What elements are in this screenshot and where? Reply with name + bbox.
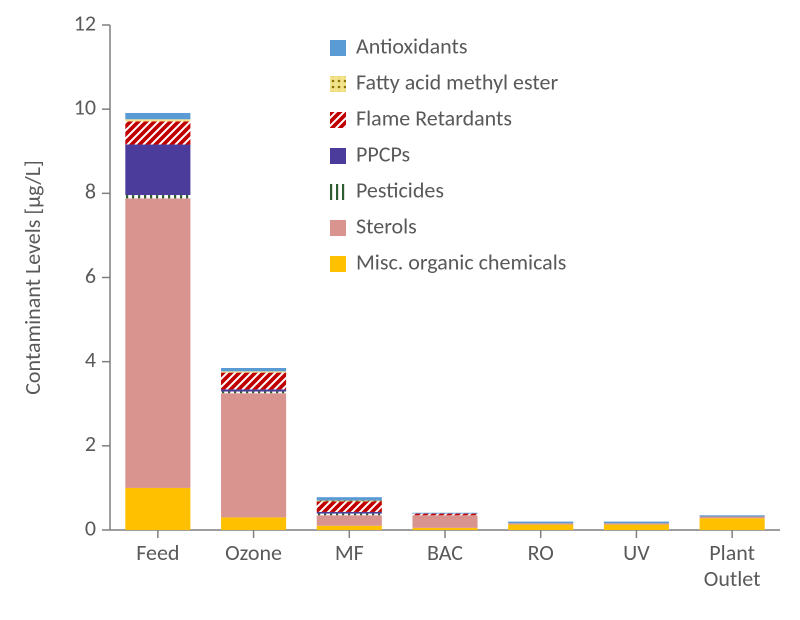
- legend-swatch-sterols: [330, 220, 346, 236]
- legend-label-misc: Misc. organic chemicals: [356, 249, 566, 276]
- x-tick-label: Outlet: [704, 565, 761, 592]
- y-tick-label: 10: [74, 93, 96, 120]
- bar-segment-flame: [125, 121, 190, 144]
- bar-segment-pesticides: [125, 195, 190, 198]
- legend-label-antiox: Antioxidants: [356, 33, 468, 60]
- x-tick-label: BAC: [427, 539, 463, 566]
- bar-segment-fatty: [317, 501, 382, 502]
- bar-segment-pesticides: [317, 514, 382, 516]
- bar-segment-antiox: [604, 522, 669, 524]
- bar-segment-misc: [508, 525, 573, 530]
- bar-segment-misc: [221, 517, 286, 530]
- chart-svg: 0 2 4 6 8 10 12 Contaminant Levels [µg/L] Feed Oz…: [0, 0, 800, 620]
- bar-segment-antiox: [508, 522, 573, 524]
- legend-label-ppcps: PPCPs: [356, 141, 410, 168]
- y-tick-label: 4: [85, 346, 96, 373]
- y-tick-label: 0: [85, 514, 96, 541]
- legend-swatch-fatty: [330, 76, 346, 92]
- legend-label-sterols: Sterols: [356, 213, 417, 240]
- bar-segment-misc: [125, 488, 190, 530]
- x-tick-label: Plant: [709, 539, 755, 566]
- bar-segment-pesticides: [221, 392, 286, 394]
- bar-segment-flame: [412, 514, 477, 516]
- legend-label-fatty: Fatty acid methyl ester: [356, 69, 558, 96]
- legend-swatch-misc: [330, 256, 346, 272]
- legend-swatch-ppcps: [330, 148, 346, 164]
- legend-label-pesticides: Pesticides: [356, 177, 444, 204]
- x-tick-label: Feed: [136, 539, 179, 566]
- bar-segment-fatty: [125, 119, 190, 121]
- y-tick-label: 12: [74, 9, 96, 36]
- bar-segment-ppcps: [125, 145, 190, 196]
- bar-segment-flame: [221, 373, 286, 390]
- bar-segment-antiox: [221, 368, 286, 371]
- bar-segment-fatty: [221, 371, 286, 372]
- legend-swatch-pesticides: [330, 184, 346, 200]
- bar-segment-misc: [317, 526, 382, 530]
- x-tick-label: MF: [335, 539, 364, 566]
- bar-segment-sterols: [604, 523, 669, 524]
- bar-segment-misc: [412, 528, 477, 530]
- bar-segment-sterols: [125, 198, 190, 488]
- x-tick-label: RO: [528, 539, 554, 566]
- y-axis-title: Contaminant Levels [µg/L]: [19, 160, 46, 395]
- legend-label-flame: Flame Retardants: [356, 105, 512, 132]
- legend-swatch-antiox: [330, 40, 346, 56]
- bar-segment-sterols: [221, 393, 286, 517]
- x-tick-label: UV: [623, 539, 650, 566]
- bar-segment-antiox: [700, 515, 765, 516]
- bar-segment-misc: [604, 525, 669, 530]
- bar-segment-antiox: [125, 113, 190, 119]
- bar-segment-ppcps: [221, 389, 286, 391]
- legend-swatch-flame: [330, 112, 346, 128]
- y-tick-label: 2: [85, 430, 96, 457]
- bar-segment-misc: [700, 518, 765, 530]
- bar-segment-sterols: [317, 515, 382, 526]
- bar-segment-ppcps: [317, 512, 382, 514]
- bar-segment-flame: [317, 501, 382, 512]
- x-tick-label: Ozone: [225, 539, 282, 566]
- contaminant-levels-chart: 0 2 4 6 8 10 12 Contaminant Levels [µg/L] Feed Oz…: [0, 0, 800, 620]
- y-tick-label: 6: [85, 262, 96, 289]
- bar-segment-sterols: [508, 523, 573, 524]
- y-tick-label: 8: [85, 178, 96, 205]
- bar-segment-sterols: [412, 515, 477, 528]
- bar-segment-antiox: [317, 497, 382, 500]
- bar-segment-antiox: [412, 513, 477, 514]
- bar-segment-sterols: [700, 517, 765, 519]
